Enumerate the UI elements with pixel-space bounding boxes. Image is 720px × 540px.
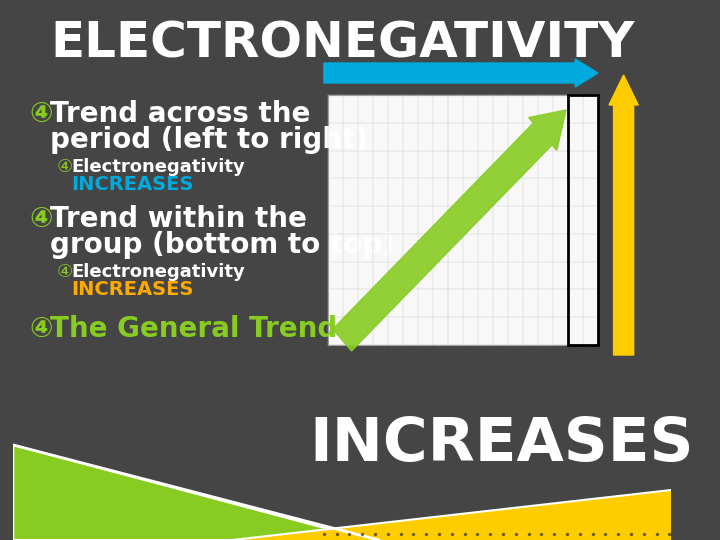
Text: Electronegativity: Electronegativity [72,158,246,176]
Text: INCREASES: INCREASES [72,280,194,299]
Text: ④: ④ [30,205,53,233]
Polygon shape [233,490,671,540]
FancyArrow shape [324,59,598,87]
Bar [568,95,598,345]
FancyArrow shape [609,75,638,355]
Bar [328,95,598,345]
Text: group (bottom to top): group (bottom to top) [50,231,395,259]
Text: INCREASES: INCREASES [72,175,194,194]
Text: period (left to right): period (left to right) [50,126,368,154]
Text: Electronegativity: Electronegativity [72,263,246,281]
Text: The General Trend: The General Trend [50,315,337,343]
Text: ④: ④ [30,315,53,343]
Polygon shape [13,445,369,540]
Text: ELECTRONEGATIVITY: ELECTRONEGATIVITY [50,20,634,68]
Text: ④: ④ [57,158,73,176]
FancyArrow shape [333,110,566,351]
Text: Trend within the: Trend within the [50,205,307,233]
Text: ④: ④ [30,100,53,128]
Text: ④: ④ [57,263,73,281]
Text: INCREASES: INCREASES [310,415,694,474]
Text: Trend across the: Trend across the [50,100,310,128]
